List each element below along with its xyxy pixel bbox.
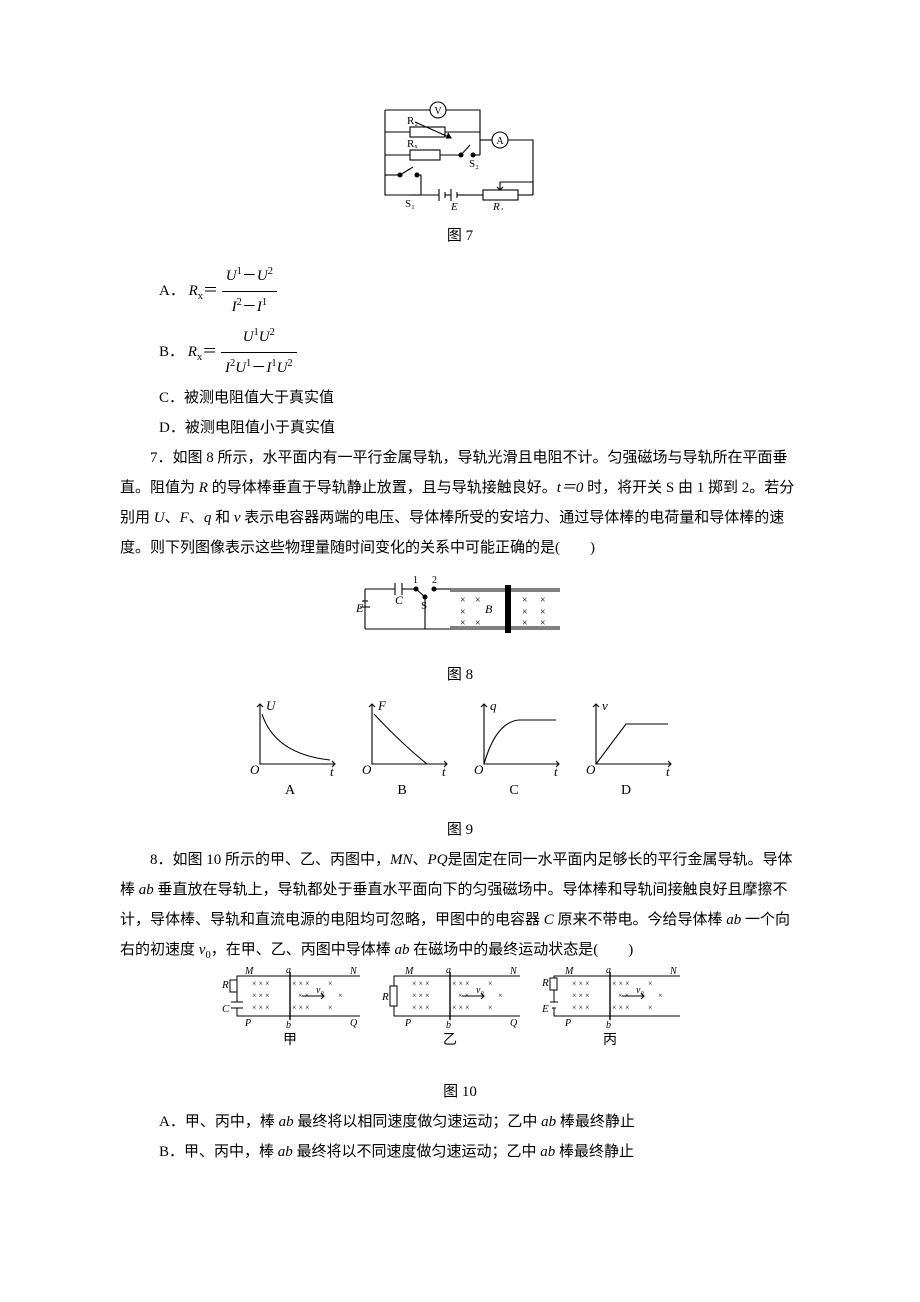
svg-text:v₀: v₀	[316, 985, 324, 996]
q6-option-A: A． Rx＝ U1－U2 I2－I1	[120, 261, 800, 322]
svg-text:R: R	[381, 991, 389, 1003]
svg-text:×: ×	[540, 618, 546, 629]
svg-text:×: ×	[460, 607, 466, 618]
figure-7-caption: 图 7	[120, 221, 800, 251]
svg-text:O: O	[474, 762, 484, 777]
svg-text:2: 2	[432, 575, 437, 586]
svg-text:Rₓ: Rₓ	[407, 138, 418, 150]
figure-10-svg: × × ×× × ×× × × ×× ×× × × ×× × ×× R	[220, 966, 700, 1066]
svg-text:M: M	[404, 966, 414, 977]
figure-7-svg: V R₂ Rₓ S₂	[365, 100, 555, 210]
svg-text:×: ×	[475, 618, 481, 629]
svg-text:v₀: v₀	[636, 985, 644, 996]
q6-option-B: B． Rx＝ U1U2 I2U1－I1U2	[120, 322, 800, 383]
svg-text:×: ×	[522, 595, 528, 606]
svg-text:S: S	[421, 600, 427, 612]
svg-text:C: C	[222, 1003, 230, 1015]
svg-text:E: E	[541, 1003, 549, 1015]
figure-8-caption: 图 8	[120, 660, 800, 690]
figure-8-svg: E C 1 2 S	[350, 569, 570, 649]
figure-8: E C 1 2 S	[120, 569, 800, 690]
figure-7: V R₂ Rₓ S₂	[120, 100, 800, 251]
svg-text:×: ×	[522, 618, 528, 629]
svg-text:F: F	[377, 698, 387, 713]
svg-text:N: N	[349, 966, 358, 977]
svg-text:×: ×	[460, 595, 466, 606]
svg-text:A: A	[285, 783, 296, 798]
svg-text:t: t	[554, 764, 558, 779]
svg-text:b: b	[606, 1020, 611, 1031]
q8-text: 8．如图 10 所示的甲、乙、丙图中，MN、PQ是固定在同一水平面内足够长的平行…	[120, 845, 800, 966]
svg-text:S₁: S₁	[405, 198, 415, 210]
svg-text:q: q	[490, 698, 497, 713]
svg-text:丙: 丙	[603, 1033, 617, 1048]
figure-10: × × ×× × ×× × × ×× ×× × × ×× × ×× R	[120, 966, 800, 1107]
svg-text:×: ×	[460, 618, 466, 629]
svg-text:E: E	[450, 201, 458, 210]
figure-9: U t O A F t O B	[120, 694, 800, 845]
q8-option-B: B．甲、丙中，棒 ab 最终将以不同速度做匀速运动；乙中 ab 棒最终静止	[120, 1137, 800, 1167]
svg-text:N: N	[669, 966, 678, 977]
svg-text:b: b	[446, 1020, 451, 1031]
svg-text:×: ×	[475, 595, 481, 606]
svg-text:1: 1	[413, 575, 418, 586]
svg-text:C: C	[509, 783, 518, 798]
svg-text:M: M	[244, 966, 254, 977]
svg-text:R: R	[221, 979, 229, 991]
figure-10-caption: 图 10	[120, 1077, 800, 1107]
svg-text:B: B	[397, 783, 406, 798]
svg-text:V: V	[434, 106, 442, 117]
svg-text:O: O	[586, 762, 596, 777]
svg-text:Q: Q	[350, 1018, 358, 1029]
svg-text:D: D	[621, 783, 631, 798]
svg-text:N: N	[509, 966, 518, 977]
svg-text:t: t	[442, 764, 446, 779]
svg-text:S₂: S₂	[469, 158, 479, 170]
svg-text:P: P	[564, 1018, 571, 1029]
svg-text:R: R	[541, 977, 549, 989]
q8-option-A: A．甲、丙中，棒 ab 最终将以相同速度做匀速运动；乙中 ab 棒最终静止	[120, 1107, 800, 1137]
svg-text:E: E	[355, 601, 364, 615]
svg-text:C: C	[395, 593, 404, 607]
svg-text:Q: Q	[510, 1018, 518, 1029]
svg-text:O: O	[362, 762, 372, 777]
svg-text:A: A	[496, 136, 504, 147]
svg-text:乙: 乙	[443, 1032, 457, 1048]
svg-text:v₀: v₀	[476, 985, 484, 996]
svg-text:O: O	[250, 762, 260, 777]
svg-text:t: t	[330, 764, 334, 779]
svg-text:b: b	[286, 1020, 291, 1031]
svg-text:R₁: R₁	[492, 201, 504, 210]
figure-9-svg: U t O A F t O B	[230, 694, 690, 804]
q7-text: 7．如图 8 所示，水平面内有一平行金属导轨，导轨光滑且电阻不计。匀强磁场与导轨…	[120, 443, 800, 563]
q6-option-D: D．被测电阻值小于真实值	[120, 413, 800, 443]
svg-text:U: U	[266, 698, 277, 713]
svg-text:甲: 甲	[283, 1033, 297, 1048]
q6-option-C: C．被测电阻值大于真实值	[120, 383, 800, 413]
svg-text:B: B	[485, 602, 493, 616]
svg-text:R₂: R₂	[407, 115, 418, 127]
svg-text:P: P	[244, 1018, 251, 1029]
svg-text:t: t	[666, 764, 670, 779]
svg-text:a: a	[606, 966, 611, 976]
svg-text:P: P	[404, 1018, 411, 1029]
svg-text:×: ×	[540, 595, 546, 606]
svg-text:×: ×	[540, 607, 546, 618]
svg-text:a: a	[446, 966, 451, 976]
svg-text:a: a	[286, 966, 291, 976]
svg-text:v: v	[602, 698, 608, 713]
svg-text:M: M	[564, 966, 574, 977]
page: V R₂ Rₓ S₂	[0, 0, 920, 1227]
svg-text:×: ×	[522, 607, 528, 618]
figure-9-caption: 图 9	[120, 815, 800, 845]
